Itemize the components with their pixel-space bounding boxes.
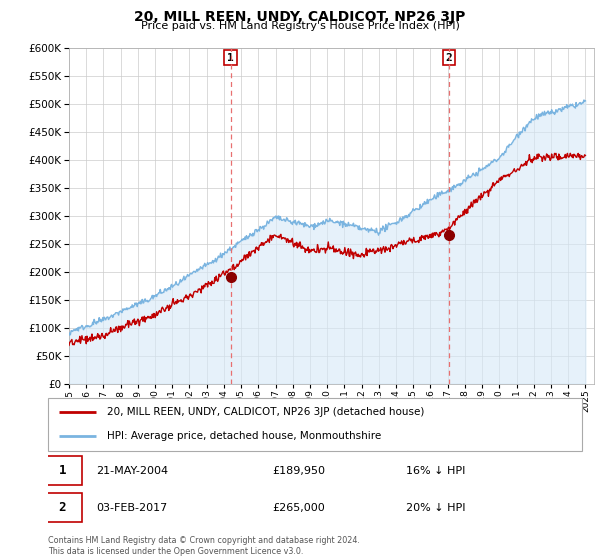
Text: HPI: Average price, detached house, Monmouthshire: HPI: Average price, detached house, Monm…	[107, 431, 381, 441]
Text: £189,950: £189,950	[272, 466, 325, 475]
Text: 20, MILL REEN, UNDY, CALDICOT, NP26 3JP: 20, MILL REEN, UNDY, CALDICOT, NP26 3JP	[134, 10, 466, 24]
Text: 21-MAY-2004: 21-MAY-2004	[96, 466, 168, 475]
Text: 20, MILL REEN, UNDY, CALDICOT, NP26 3JP (detached house): 20, MILL REEN, UNDY, CALDICOT, NP26 3JP …	[107, 408, 424, 418]
Text: 03-FEB-2017: 03-FEB-2017	[96, 503, 167, 512]
Text: 2: 2	[446, 53, 452, 63]
Text: 1: 1	[59, 464, 66, 477]
Text: 16% ↓ HPI: 16% ↓ HPI	[406, 466, 465, 475]
Text: Price paid vs. HM Land Registry's House Price Index (HPI): Price paid vs. HM Land Registry's House …	[140, 21, 460, 31]
Text: Contains HM Land Registry data © Crown copyright and database right 2024.
This d: Contains HM Land Registry data © Crown c…	[48, 536, 360, 556]
FancyBboxPatch shape	[43, 493, 82, 522]
FancyBboxPatch shape	[43, 456, 82, 485]
Text: 2: 2	[59, 501, 66, 514]
FancyBboxPatch shape	[48, 398, 582, 451]
Text: 1: 1	[227, 53, 234, 63]
Text: £265,000: £265,000	[272, 503, 325, 512]
Text: 20% ↓ HPI: 20% ↓ HPI	[406, 503, 465, 512]
